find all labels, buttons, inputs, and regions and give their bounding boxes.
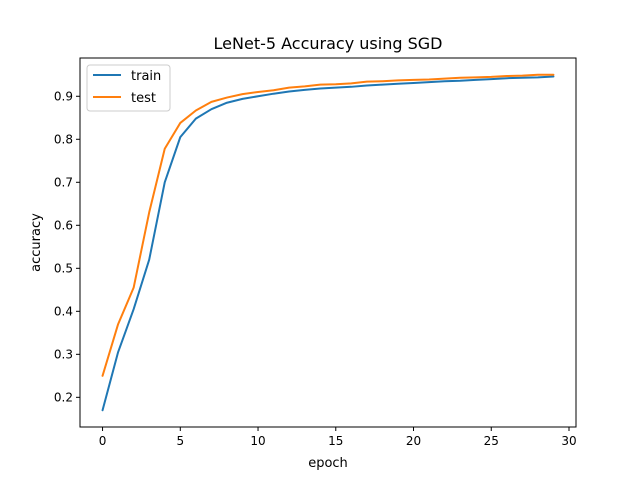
y-tick-label: 0.3 — [54, 347, 73, 361]
y-axis-label: accuracy — [29, 213, 44, 272]
legend-train-label: train — [131, 69, 161, 84]
y-axis: 0.2 0.3 0.4 0.5 0.6 0.7 0.8 0.9 — [54, 89, 80, 404]
y-tick-label: 0.9 — [54, 89, 73, 103]
y-tick-label: 0.7 — [54, 175, 73, 189]
y-tick-label: 0.5 — [54, 261, 73, 275]
x-tick-label: 0 — [99, 434, 107, 448]
y-tick-label: 0.6 — [54, 218, 73, 232]
legend: train test — [86, 64, 171, 112]
x-tick-label: 10 — [250, 434, 265, 448]
legend-box — [86, 64, 171, 112]
chart-title: LeNet-5 Accuracy using SGD — [214, 34, 443, 53]
y-tick-label: 0.8 — [54, 132, 73, 146]
y-tick-label: 0.4 — [54, 304, 73, 318]
plot-area — [79, 57, 577, 428]
series-line-train — [101, 75, 555, 412]
x-tick-label: 25 — [484, 434, 499, 448]
x-axis: 0 5 10 15 20 25 30 — [99, 427, 577, 448]
x-tick-label: 20 — [406, 434, 421, 448]
x-tick-label: 30 — [561, 434, 576, 448]
y-tick-label: 0.2 — [54, 390, 73, 404]
x-tick-label: 5 — [176, 434, 184, 448]
series-line-test — [101, 73, 555, 377]
x-tick-label: 15 — [328, 434, 343, 448]
legend-test-label: test — [131, 91, 156, 106]
x-axis-label: epoch — [308, 456, 348, 471]
series-layer — [101, 73, 555, 412]
